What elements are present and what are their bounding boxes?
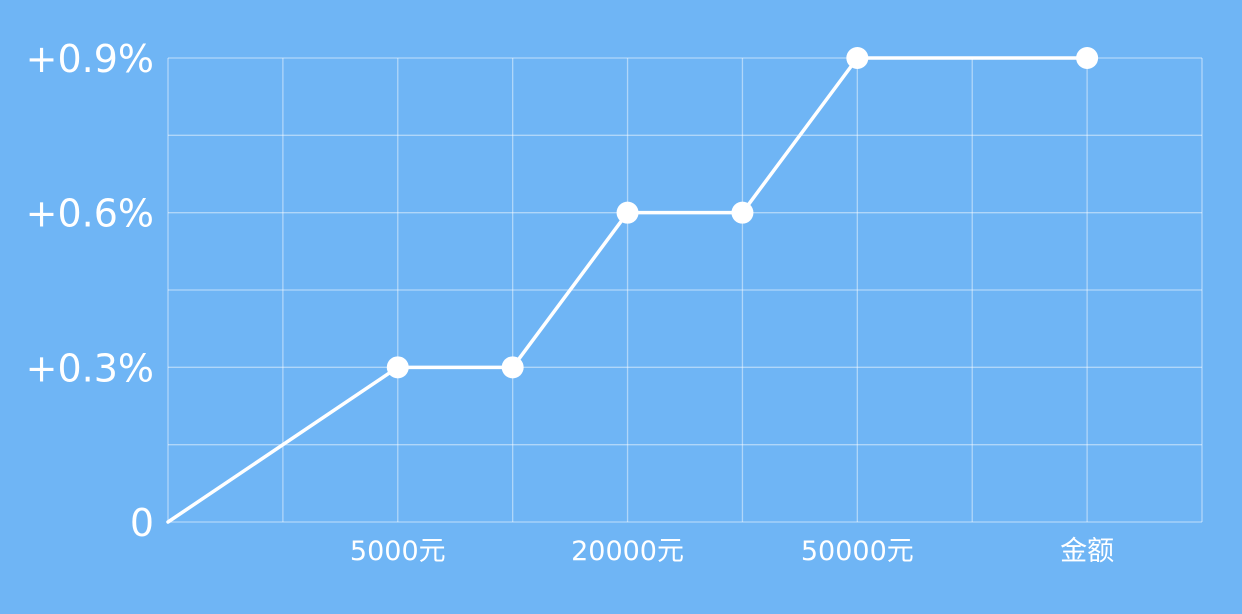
- series-layer: [166, 47, 1099, 524]
- data-point: [1076, 47, 1099, 69]
- x-axis-tick-labels: 5000元 20000元 50000元 金额: [350, 536, 1114, 567]
- y-tick-label: +0.3%: [26, 346, 154, 390]
- x-tick-label: 5000元: [350, 536, 446, 567]
- data-point: [616, 201, 639, 224]
- data-point: [386, 356, 409, 379]
- x-tick-label: 20000元: [571, 536, 684, 567]
- y-tick-label: +0.9%: [26, 37, 154, 81]
- grid: [167, 57, 1203, 523]
- data-point: [731, 201, 754, 224]
- y-tick-label: 0: [130, 501, 154, 545]
- data-point: [846, 47, 869, 69]
- x-tick-label: 50000元: [801, 536, 914, 567]
- y-tick-label: +0.6%: [26, 192, 154, 236]
- data-point: [501, 356, 524, 379]
- x-tick-label: 金额: [1060, 536, 1114, 567]
- y-axis-tick-labels: 0 +0.3% +0.6% +0.9%: [26, 37, 154, 545]
